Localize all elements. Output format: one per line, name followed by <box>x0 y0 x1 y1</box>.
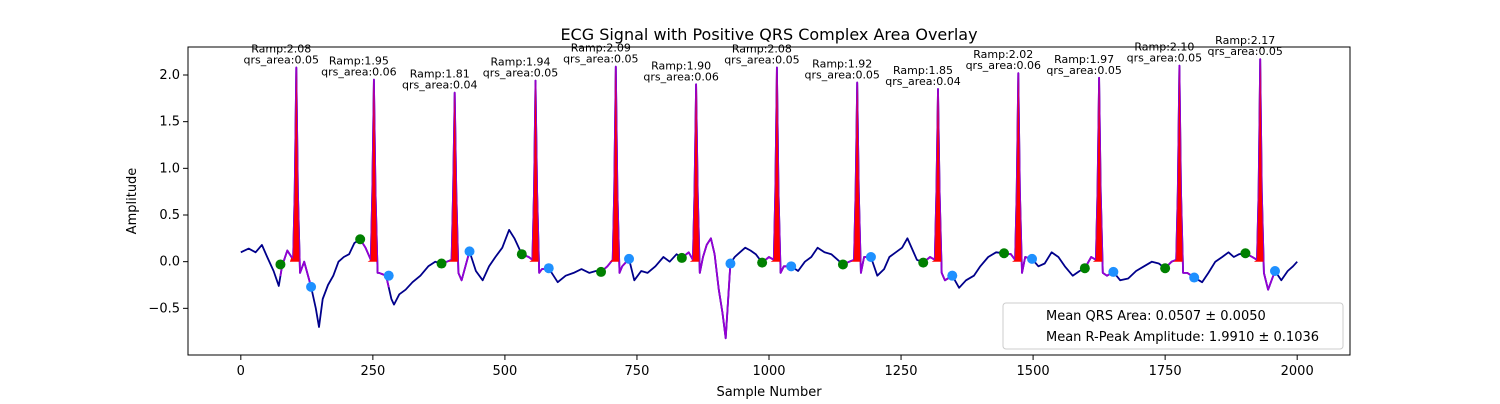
qrs-offset-marker-1 <box>306 281 317 292</box>
y-tick-label-3: 1.0 <box>159 161 180 176</box>
qrs-area-fill-1 <box>289 67 300 262</box>
peak-annotation-12: Ramp:2.10 qrs_area:0.05 <box>1127 41 1202 65</box>
qrs-offset-marker-11 <box>1108 266 1119 277</box>
qrs-area-fill-12 <box>1173 65 1183 262</box>
qrs-onset-marker-5 <box>596 266 607 277</box>
y-tick-label-4: 1.5 <box>159 115 180 130</box>
peak-annotation-9: Ramp:1.85 qrs_area:0.04 <box>885 64 960 88</box>
qrs-offset-marker-2 <box>383 270 394 281</box>
legend-box <box>1002 302 1344 350</box>
qrs-area-fill-7 <box>770 67 781 262</box>
x-tick-label-2000: 2000 <box>1281 364 1314 379</box>
qrs-offset-marker-12 <box>1189 272 1200 283</box>
legend-entry-mean-qrs-area: Mean QRS Area: 0.0507 ± 0.0050 <box>1046 309 1266 324</box>
qrs-area-fill-3 <box>448 92 458 262</box>
qrs-onset-marker-13 <box>1240 248 1251 259</box>
y-tick-label-5: 2.0 <box>159 68 180 83</box>
qrs-onset-marker-6 <box>676 252 687 263</box>
qrs-offset-marker-6 <box>725 258 736 269</box>
x-tick-label-1750: 1750 <box>1149 364 1182 379</box>
qrs-onset-marker-8 <box>837 259 848 270</box>
plot-area <box>240 58 1298 340</box>
peak-annotations: Ramp:2.08 qrs_area:0.05 Ramp:1.95 qrs_area:… <box>244 34 1283 92</box>
qrs-offset-marker-3 <box>464 246 475 257</box>
qrs-onset-marker-9 <box>918 257 929 268</box>
y-tick-label-2: 0.5 <box>159 208 180 223</box>
peak-annotation-7: Ramp:2.08 qrs_area:0.05 <box>724 43 799 67</box>
qrs-area-fill-6 <box>689 84 700 262</box>
legend-entry-mean-r-peak-amplitude: Mean R-Peak Amplitude: 1.9910 ± 0.1036 <box>1046 330 1319 345</box>
qrs-offset-marker-7 <box>786 261 797 272</box>
qrs-onset-marker-3 <box>436 258 447 269</box>
qrs-area-fill-13 <box>1253 59 1264 262</box>
peak-annotation-4: Ramp:1.94 qrs_area:0.05 <box>483 56 558 80</box>
peak-annotation-10: Ramp:2.02 qrs_area:0.06 <box>966 48 1041 72</box>
chart-title: ECG Signal with Positive QRS Complex Are… <box>560 25 977 44</box>
qrs-area-fill-5 <box>609 66 619 262</box>
qrs-offset-marker-4 <box>543 263 554 274</box>
peak-annotation-5: Ramp:2.09 qrs_area:0.05 <box>563 42 638 66</box>
qrs-area-fill-4 <box>529 80 539 262</box>
y-axis-label: Amplitude <box>125 168 140 235</box>
qrs-onset-marker-11 <box>1079 263 1090 274</box>
x-tick-label-750: 750 <box>625 364 650 379</box>
qrs-onset-marker-2 <box>355 234 366 245</box>
qrs-offset-marker-5 <box>624 253 635 264</box>
y-tick-label-1: 0.0 <box>159 255 180 270</box>
qrs-onset-marker-1 <box>275 259 286 270</box>
x-tick-label-250: 250 <box>360 364 385 379</box>
qrs-onset-marker-7 <box>757 257 768 268</box>
x-axis-ticks: 0 250 500 750 1000 1250 1500 1750 2000 <box>237 355 1314 379</box>
x-axis-label: Sample Number <box>716 385 822 400</box>
peak-annotation-6: Ramp:1.90 qrs_area:0.06 <box>643 59 718 83</box>
qrs-offset-marker-10 <box>1027 253 1038 264</box>
qrs-area-fill-10 <box>1012 73 1022 262</box>
x-tick-label-1250: 1250 <box>884 364 917 379</box>
qrs-onset-marker-12 <box>1160 263 1171 274</box>
qrs-onset-marker-4 <box>516 249 527 260</box>
qrs-area-fill-8 <box>850 82 861 262</box>
y-tick-label-0: −0.5 <box>148 301 180 316</box>
peak-annotation-13: Ramp:2.17 qrs_area:0.05 <box>1207 34 1282 58</box>
peak-annotation-2: Ramp:1.95 qrs_area:0.06 <box>321 55 396 79</box>
y-axis-ticks: −0.5 0.0 0.5 1.0 1.5 2.0 <box>148 68 188 316</box>
qrs-area-fill-11 <box>1092 77 1103 262</box>
x-tick-label-500: 500 <box>492 364 517 379</box>
peak-annotation-11: Ramp:1.97 qrs_area:0.05 <box>1046 53 1121 77</box>
x-tick-label-1500: 1500 <box>1017 364 1050 379</box>
qrs-area-fill-9 <box>931 89 942 262</box>
legend: Mean QRS Area: 0.0507 ± 0.0050 Mean R-Pe… <box>1002 302 1344 350</box>
qrs-offset-marker-13 <box>1269 266 1280 276</box>
peak-annotation-3: Ramp:1.81 qrs_area:0.04 <box>402 68 477 92</box>
peak-annotation-8: Ramp:1.92 qrs_area:0.05 <box>804 57 879 81</box>
qrs-area-fill-2 <box>367 79 378 262</box>
qrs-onset-marker-10 <box>999 248 1010 259</box>
x-tick-label-0: 0 <box>237 364 245 379</box>
x-tick-label-1000: 1000 <box>752 364 785 379</box>
peak-annotation-1: Ramp:2.08 qrs_area:0.05 <box>244 43 319 67</box>
beat-segment-2 <box>359 78 390 288</box>
qrs-offset-marker-9 <box>947 270 958 281</box>
qrs-offset-marker-8 <box>865 252 876 262</box>
